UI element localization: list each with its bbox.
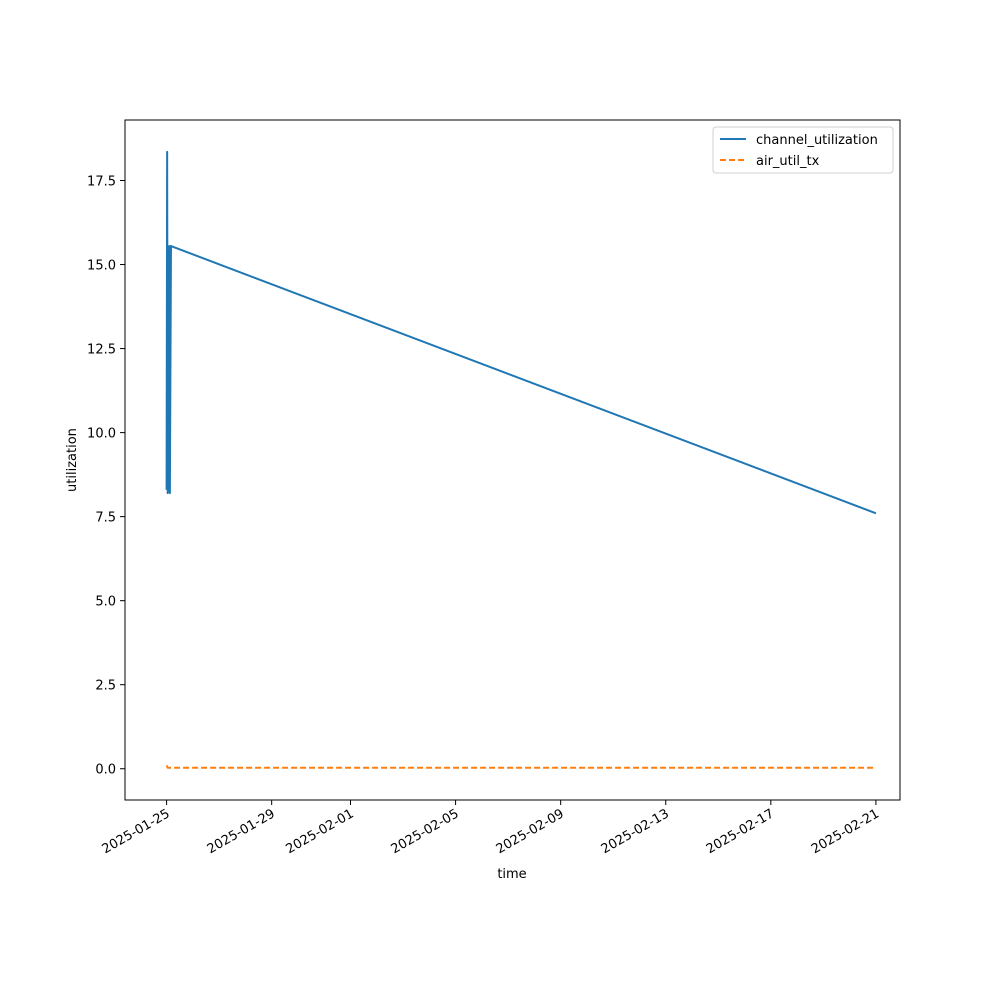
legend: channel_utilization air_util_tx: [712, 126, 894, 174]
plot-lines: [165, 150, 877, 769]
x-axis-label: time: [497, 867, 526, 882]
series-line-channel-utilization: [165, 150, 877, 515]
y-tick-label: 5.0: [95, 595, 116, 610]
legend-label-channel-utilization: channel_utilization: [756, 133, 878, 148]
y-tick-label: 15.0: [87, 259, 116, 274]
y-tick-label: 10.0: [87, 427, 116, 442]
series-line-air-util-tx: [165, 764, 876, 769]
y-axis-label: utilization: [65, 428, 80, 492]
y-tick-label: 0.0: [95, 763, 116, 778]
y-tick-label: 7.5: [95, 511, 116, 526]
plot-frame: [124, 119, 901, 801]
y-axis-ticks: 0.0 2.5 5.0 7.5 10.0 12.5 15.0 17.5: [87, 175, 125, 778]
y-tick-label: 2.5: [95, 679, 116, 694]
legend-box: [712, 126, 894, 174]
y-tick-label: 12.5: [87, 343, 116, 358]
y-tick-label: 17.5: [87, 175, 116, 190]
legend-label-air-util-tx: air_util_tx: [756, 154, 820, 169]
